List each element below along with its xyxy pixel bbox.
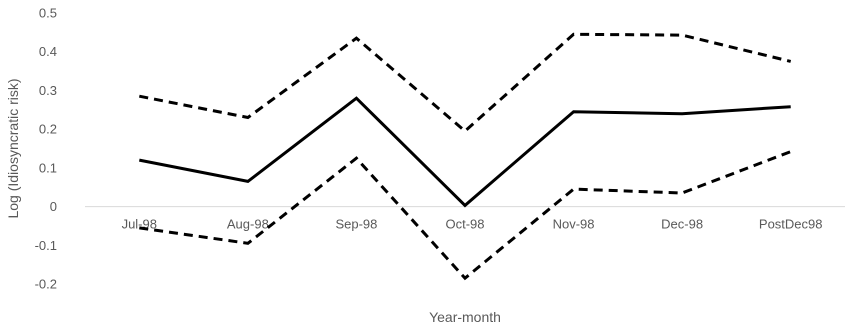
y-tick-label: 0.1 — [39, 160, 57, 175]
y-tick-label: 0.2 — [39, 122, 57, 137]
series-line-estimate — [139, 96, 791, 208]
series-line-upper-bound — [139, 32, 792, 134]
y-tick-label: 0.5 — [39, 6, 57, 21]
x-tick-label: Sep-98 — [335, 217, 377, 232]
y-tick-label: 0.3 — [39, 83, 57, 98]
y-tick-label: 0 — [50, 199, 57, 214]
x-tick-label: Oct-98 — [445, 217, 484, 232]
x-tick-label: Dec-98 — [661, 217, 703, 232]
x-tick-label: PostDec98 — [759, 217, 823, 232]
y-tick-label: 0.4 — [39, 44, 57, 59]
x-axis-title: Year-month — [429, 309, 501, 325]
series-group — [139, 32, 792, 281]
y-axis-title: Log (Idiosyncratic risk) — [5, 78, 21, 218]
x-axis-ticks: Jul-98 Aug-98 Sep-98 Oct-98 Nov-98 Dec-98 Post… — [122, 217, 823, 232]
series-line-lower-bound — [139, 150, 792, 281]
y-tick-label: -0.2 — [35, 277, 57, 292]
y-axis-ticks: -0.2 -0.1 0 0.1 0.2 0.3 0.4 0.5 — [35, 6, 57, 292]
y-tick-label: -0.1 — [35, 238, 57, 253]
x-tick-label: Aug-98 — [227, 217, 269, 232]
x-tick-label: Nov-98 — [553, 217, 595, 232]
